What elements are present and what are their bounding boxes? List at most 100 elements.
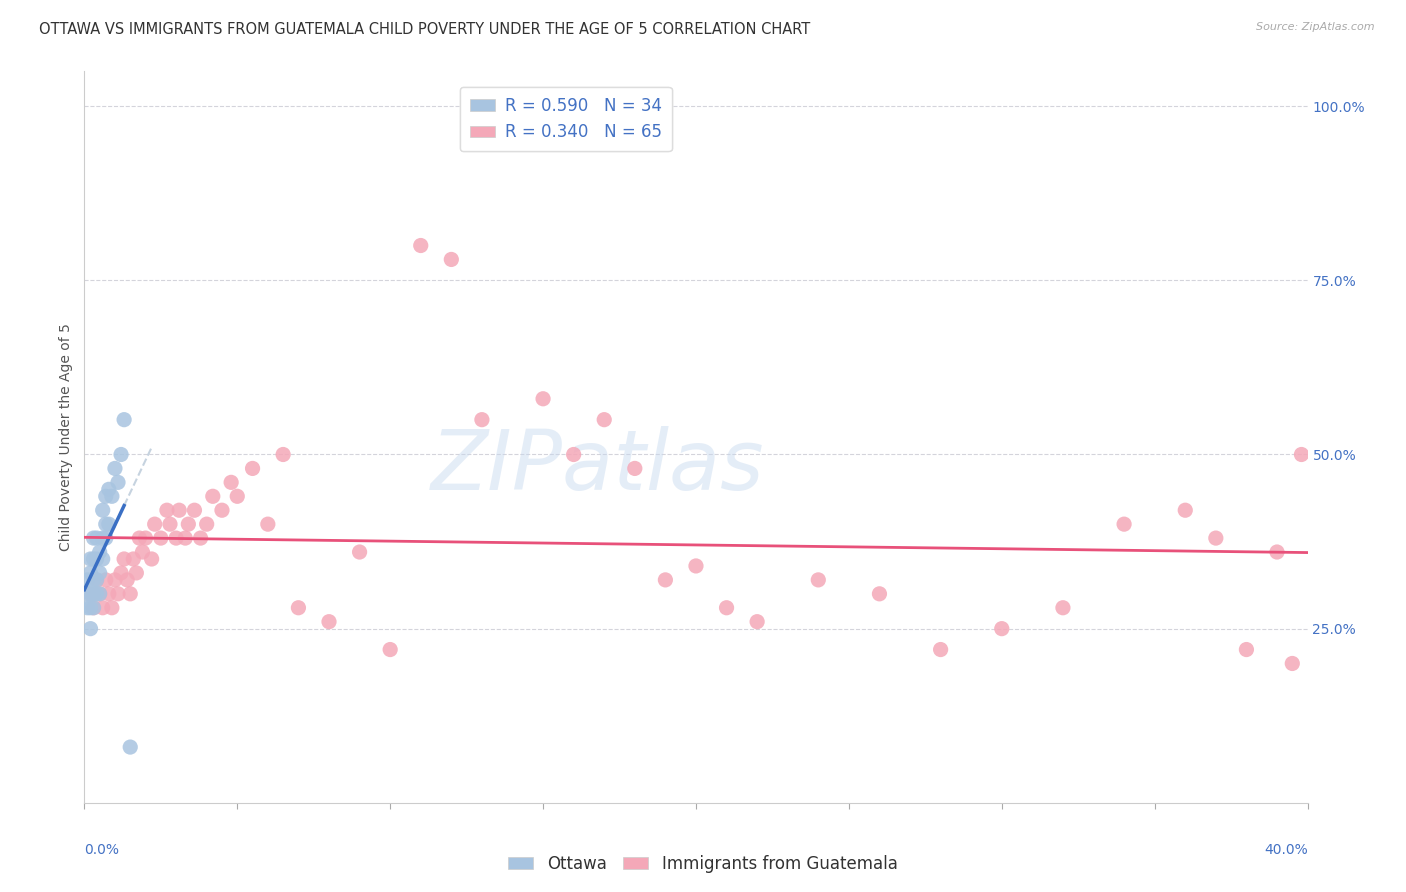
Point	[135, 531, 157, 545]
Point	[91, 531, 114, 545]
Point	[107, 587, 129, 601]
Point	[79, 552, 101, 566]
Point	[120, 587, 142, 601]
Point	[624, 461, 647, 475]
Point	[83, 587, 105, 601]
Point	[94, 489, 117, 503]
Point	[141, 552, 163, 566]
Point	[110, 566, 132, 580]
Text: 0.0%: 0.0%	[84, 843, 120, 857]
Point	[226, 489, 249, 503]
Point	[97, 483, 120, 497]
Point	[91, 600, 114, 615]
Point	[201, 489, 224, 503]
Point	[1291, 448, 1313, 462]
Point	[120, 740, 142, 755]
Point	[190, 531, 212, 545]
Point	[89, 587, 111, 601]
Point	[83, 573, 105, 587]
Point	[94, 573, 117, 587]
Point	[79, 587, 101, 601]
Point	[83, 600, 105, 615]
Point	[1265, 545, 1288, 559]
Text: ZIPatlas: ZIPatlas	[432, 425, 765, 507]
Point	[101, 489, 124, 503]
Point	[1052, 600, 1074, 615]
Point	[747, 615, 769, 629]
Point	[107, 475, 129, 490]
Point	[149, 531, 172, 545]
Point	[349, 545, 371, 559]
Point	[115, 573, 138, 587]
Point	[86, 573, 108, 587]
Point	[110, 448, 132, 462]
Point	[83, 531, 105, 545]
Point	[104, 461, 127, 475]
Point	[97, 517, 120, 532]
Point	[94, 517, 117, 532]
Point	[91, 503, 114, 517]
Point	[112, 412, 135, 426]
Point	[167, 503, 190, 517]
Point	[94, 531, 117, 545]
Point	[112, 552, 135, 566]
Point	[318, 615, 340, 629]
Point	[122, 552, 145, 566]
Point	[89, 587, 111, 601]
Point	[929, 642, 952, 657]
Point	[807, 573, 830, 587]
Point	[177, 517, 200, 532]
Point	[869, 587, 891, 601]
Point	[654, 573, 676, 587]
Point	[409, 238, 432, 252]
Point	[83, 600, 105, 615]
Text: OTTAWA VS IMMIGRANTS FROM GUATEMALA CHILD POVERTY UNDER THE AGE OF 5 CORRELATION: OTTAWA VS IMMIGRANTS FROM GUATEMALA CHIL…	[39, 22, 811, 37]
Point	[685, 558, 707, 573]
Point	[79, 600, 101, 615]
Point	[79, 566, 101, 580]
Point	[991, 622, 1014, 636]
Point	[183, 503, 205, 517]
Point	[471, 412, 494, 426]
Point	[79, 587, 101, 601]
Point	[1174, 503, 1197, 517]
Point	[76, 587, 98, 601]
Text: 40.0%: 40.0%	[1264, 843, 1308, 857]
Point	[165, 531, 187, 545]
Point	[86, 587, 108, 601]
Point	[562, 448, 585, 462]
Point	[89, 566, 111, 580]
Point	[174, 531, 197, 545]
Point	[593, 412, 616, 426]
Legend: Ottawa, Immigrants from Guatemala: Ottawa, Immigrants from Guatemala	[502, 848, 904, 880]
Point	[79, 622, 101, 636]
Point	[1114, 517, 1136, 532]
Point	[97, 587, 120, 601]
Point	[219, 475, 242, 490]
Point	[159, 517, 181, 532]
Point	[531, 392, 554, 406]
Point	[257, 517, 280, 532]
Point	[86, 573, 108, 587]
Point	[716, 600, 738, 615]
Point	[380, 642, 402, 657]
Point	[143, 517, 166, 532]
Legend: R = 0.590   N = 34, R = 0.340   N = 65: R = 0.590 N = 34, R = 0.340 N = 65	[460, 87, 672, 152]
Point	[76, 600, 98, 615]
Point	[89, 545, 111, 559]
Point	[156, 503, 179, 517]
Point	[104, 573, 127, 587]
Point	[242, 461, 264, 475]
Point	[131, 545, 153, 559]
Point	[125, 566, 148, 580]
Point	[440, 252, 463, 267]
Point	[76, 573, 98, 587]
Point	[287, 600, 309, 615]
Point	[86, 531, 108, 545]
Y-axis label: Child Poverty Under the Age of 5: Child Poverty Under the Age of 5	[59, 323, 73, 551]
Point	[101, 600, 124, 615]
Point	[91, 552, 114, 566]
Point	[195, 517, 218, 532]
Point	[1205, 531, 1227, 545]
Point	[271, 448, 294, 462]
